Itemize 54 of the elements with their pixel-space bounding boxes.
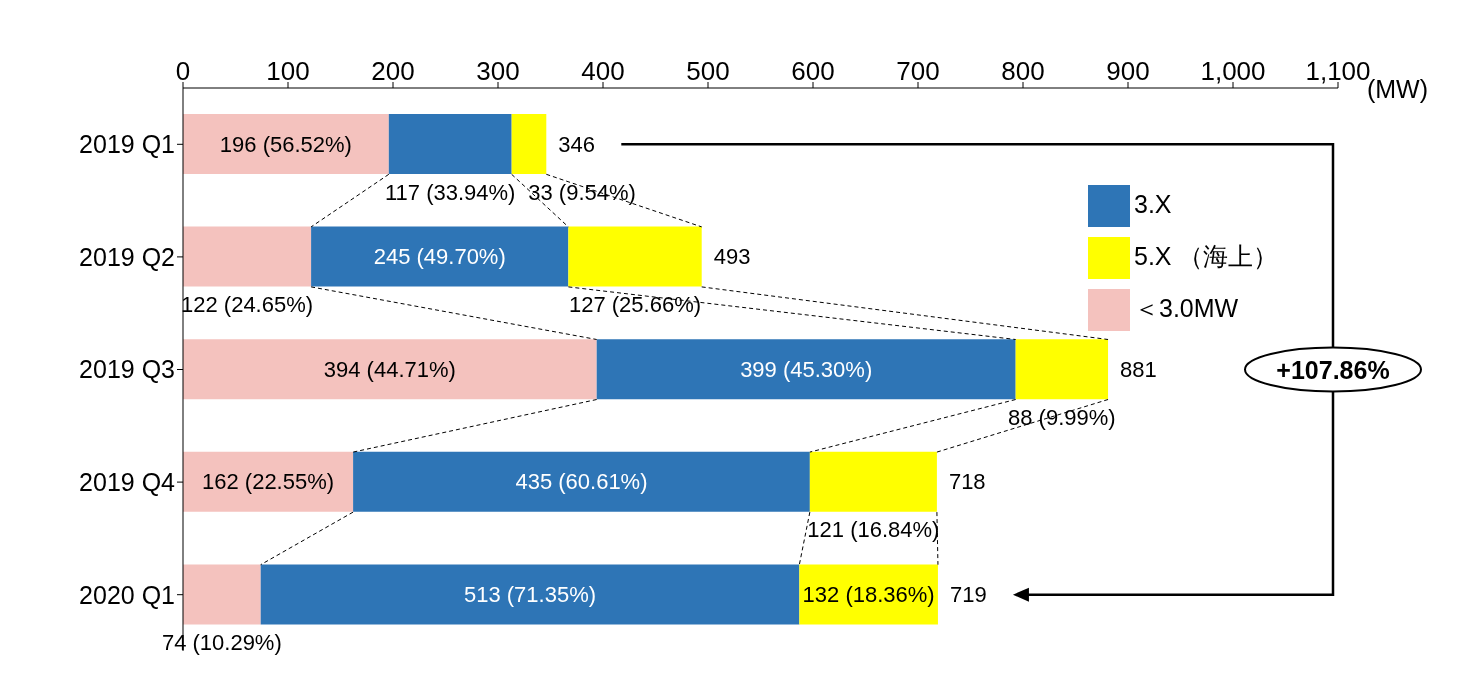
bar — [260, 564, 800, 625]
data-label: 245 (49.70%) — [373, 244, 506, 270]
y-tick-label: 2020 Q1 — [79, 580, 175, 609]
x-tick-label: 1,000 — [1200, 56, 1266, 86]
data-label: 132 (18.36%) — [802, 581, 935, 607]
y-tick-label: 2019 Q3 — [79, 355, 175, 384]
x-tick-label: 100 — [266, 56, 310, 86]
data-label: 162 (22.55%) — [202, 469, 335, 495]
x-tick-label: 800 — [1001, 56, 1045, 86]
bar — [511, 114, 547, 174]
data-label: 74 (10.29%) — [161, 629, 282, 655]
x-tick-label: 400 — [581, 56, 625, 86]
bar — [183, 226, 312, 287]
legend-label: 5.X （海上） — [1134, 242, 1279, 270]
bar — [353, 451, 810, 512]
y-tick-label: 2019 Q1 — [79, 130, 175, 159]
total-label: 346 — [558, 131, 596, 157]
bar — [1015, 339, 1109, 400]
total-label: 719 — [949, 581, 987, 607]
bar — [568, 226, 702, 287]
data-label: 399 (45.30%) — [740, 356, 873, 382]
x-tick-label: 600 — [791, 56, 835, 86]
x-tick-label: 300 — [476, 56, 520, 86]
bar — [809, 451, 937, 512]
total-label: 718 — [948, 469, 986, 495]
x-tick-label: 200 — [371, 56, 415, 86]
total-label: 493 — [713, 244, 751, 270]
x-tick-label: 900 — [1106, 56, 1150, 86]
annotation: +107.86% — [1276, 355, 1390, 384]
data-label: 117 (33.94%) — [385, 179, 516, 205]
bar — [183, 564, 261, 625]
data-label: 196 (56.52%) — [219, 131, 352, 157]
data-label: 122 (24.65%) — [181, 292, 314, 318]
x-tick-label: 700 — [896, 56, 940, 86]
total-label: 881 — [1120, 356, 1157, 382]
bar — [311, 226, 569, 287]
x-tick-label: 0 — [175, 56, 191, 86]
y-tick-label: 2019 Q2 — [79, 242, 175, 271]
legend-label: 3.X — [1134, 190, 1172, 218]
data-label: 33 (9.54%) — [528, 179, 636, 205]
data-label: 435 (60.61%) — [515, 469, 648, 495]
bar — [183, 339, 597, 400]
bar — [183, 451, 354, 512]
bar — [183, 114, 389, 174]
x-tick-label: 500 — [686, 56, 730, 86]
y-tick-label: 2019 Q4 — [79, 467, 176, 496]
bar — [388, 114, 512, 174]
data-label: 127 (25.66%) — [568, 292, 702, 318]
data-label: 394 (44.71%) — [323, 356, 456, 382]
data-label: 121 (16.84%) — [807, 517, 940, 543]
legend-label: ＜3.0MW — [1134, 294, 1239, 322]
data-label: 513 (71.35%) — [463, 581, 597, 607]
data-label: 88 (9.99%) — [1008, 404, 1116, 430]
bar — [596, 339, 1016, 400]
